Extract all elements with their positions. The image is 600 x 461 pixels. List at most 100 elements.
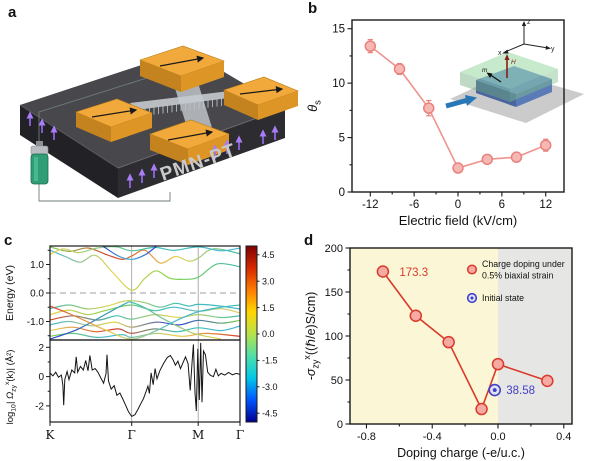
data-point — [452, 162, 464, 174]
inset-blue-front — [476, 80, 516, 107]
panel-d-chart: -0.8 -0.4 0.0 0.4 0 50 100 150 200 Doping charge … — [302, 243, 573, 460]
data-point — [491, 357, 505, 371]
data-series — [364, 38, 552, 174]
inset-green-front — [460, 72, 510, 102]
y-axis-title: -σzyx((ℏ/e)S/cm) — [302, 292, 321, 381]
inset-y-axis-label: y — [551, 46, 555, 53]
m-label: m — [482, 67, 488, 74]
data-point-center — [492, 388, 497, 393]
axis-ticks — [347, 28, 547, 197]
band — [102, 246, 157, 261]
inset-schematic: z y x H m — [445, 19, 584, 123]
curvature-axis-title: log10| Ωzyx(k)| (Å²) — [4, 350, 18, 425]
data-point — [510, 151, 523, 163]
y-tick-label: 2 — [38, 343, 44, 354]
k-point-label: M — [192, 428, 204, 442]
y-tick-label: 150 — [325, 287, 343, 299]
colorbar-tick-label: -1.5 — [262, 356, 278, 366]
electrode-top — [139, 45, 225, 92]
panel-a-label: a — [8, 4, 17, 21]
data-point-center — [470, 296, 474, 300]
series-line — [382, 271, 548, 412]
x-axis-title: Doping charge (-e/u.c.) — [397, 446, 525, 460]
panel-b-chart: z y x H m -12 -6 0 6 12 0 5 10 15 Electric field … — [305, 19, 584, 228]
colorbar — [245, 245, 258, 423]
data-series — [376, 265, 554, 416]
band — [50, 246, 240, 264]
k-point-label: Γ — [128, 428, 136, 442]
band — [50, 300, 240, 310]
data-series — [488, 383, 502, 397]
data-point — [481, 153, 493, 166]
berry-curvature-curve — [49, 342, 241, 418]
battery — [30, 141, 49, 185]
band — [50, 304, 240, 316]
electrode-right — [223, 76, 299, 120]
band — [50, 319, 240, 328]
colorbar-tick-label: 0.0 — [262, 329, 275, 339]
band — [50, 249, 240, 291]
k-point-label: K — [46, 428, 56, 442]
h-field-arrowhead — [504, 54, 510, 60]
electrode-arrow — [239, 86, 284, 95]
substrate-top-face — [20, 50, 285, 168]
x-tick-label: -0.4 — [423, 431, 442, 443]
data-point — [376, 265, 390, 278]
inset-x-axis-label: x — [498, 50, 502, 57]
wire-top — [38, 76, 151, 146]
axis-ticks — [345, 247, 565, 429]
y-axis-title: θs — [305, 100, 323, 112]
band — [50, 246, 240, 256]
data-point — [442, 335, 455, 349]
data-point — [539, 139, 552, 151]
legend-label: 0.5% biaxial strain — [482, 271, 553, 281]
background-region — [498, 248, 572, 424]
x-axis-title: Electric field (kV/cm) — [399, 213, 517, 228]
energy-axis-title: Energy (eV) — [4, 265, 16, 321]
electrode-arrow — [159, 55, 205, 67]
inset-axes — [502, 21, 551, 54]
y-tick-label: 200 — [325, 243, 343, 255]
polarization-arrows — [26, 111, 279, 188]
band — [50, 332, 240, 339]
colorbar-tick-label: 3.0 — [262, 276, 275, 286]
wire-bottom — [38, 184, 171, 202]
background-region — [350, 248, 498, 424]
axis-ticks — [46, 249, 241, 426]
y-tick-label: -2 — [35, 401, 44, 412]
band — [50, 301, 222, 340]
x-tick-label: 6 — [499, 199, 505, 211]
y-tick-label: 0 — [337, 419, 343, 431]
data-point — [393, 63, 406, 75]
band — [50, 325, 240, 335]
m-arrowhead — [486, 72, 493, 78]
band-lines — [50, 246, 240, 340]
inset-z-axis-label: z — [527, 19, 531, 26]
data-point — [364, 40, 377, 52]
annotation: 173.3 — [399, 267, 428, 279]
y-tick-label: 5 — [339, 133, 345, 145]
inset-blue-side — [516, 79, 552, 107]
data-point — [541, 374, 554, 388]
y-tick-label: -1.0 — [27, 317, 45, 328]
panel-a-device-illustration: PMN-PT — [19, 45, 299, 202]
y-tick-label: 0.0 — [30, 289, 44, 300]
data-point — [475, 402, 488, 416]
current-arrow — [445, 97, 469, 109]
data-point — [466, 264, 478, 275]
inset-green-side — [510, 69, 558, 102]
y-tick-label: 1.0 — [30, 260, 44, 271]
panel-c-chart: 1.0 0.0 -1.0 2 0 -2 K Γ M Γ Energy (eV) log10| Ωzyx… — [4, 245, 278, 442]
panel-c-label: c — [4, 232, 13, 249]
y-tick-label: 15 — [332, 24, 345, 36]
x-tick-label: 0.4 — [556, 431, 571, 443]
electrode-arrow — [91, 107, 138, 118]
x-tick-label: -0.8 — [357, 431, 376, 443]
annotation: 38.58 — [506, 385, 535, 397]
panel-b-label: b — [308, 0, 318, 17]
electrode-left — [75, 98, 153, 142]
colorbar-tick-label: -3.0 — [262, 382, 278, 392]
y-tick-label: 0 — [38, 372, 44, 383]
k-point-label: Γ — [236, 428, 244, 442]
